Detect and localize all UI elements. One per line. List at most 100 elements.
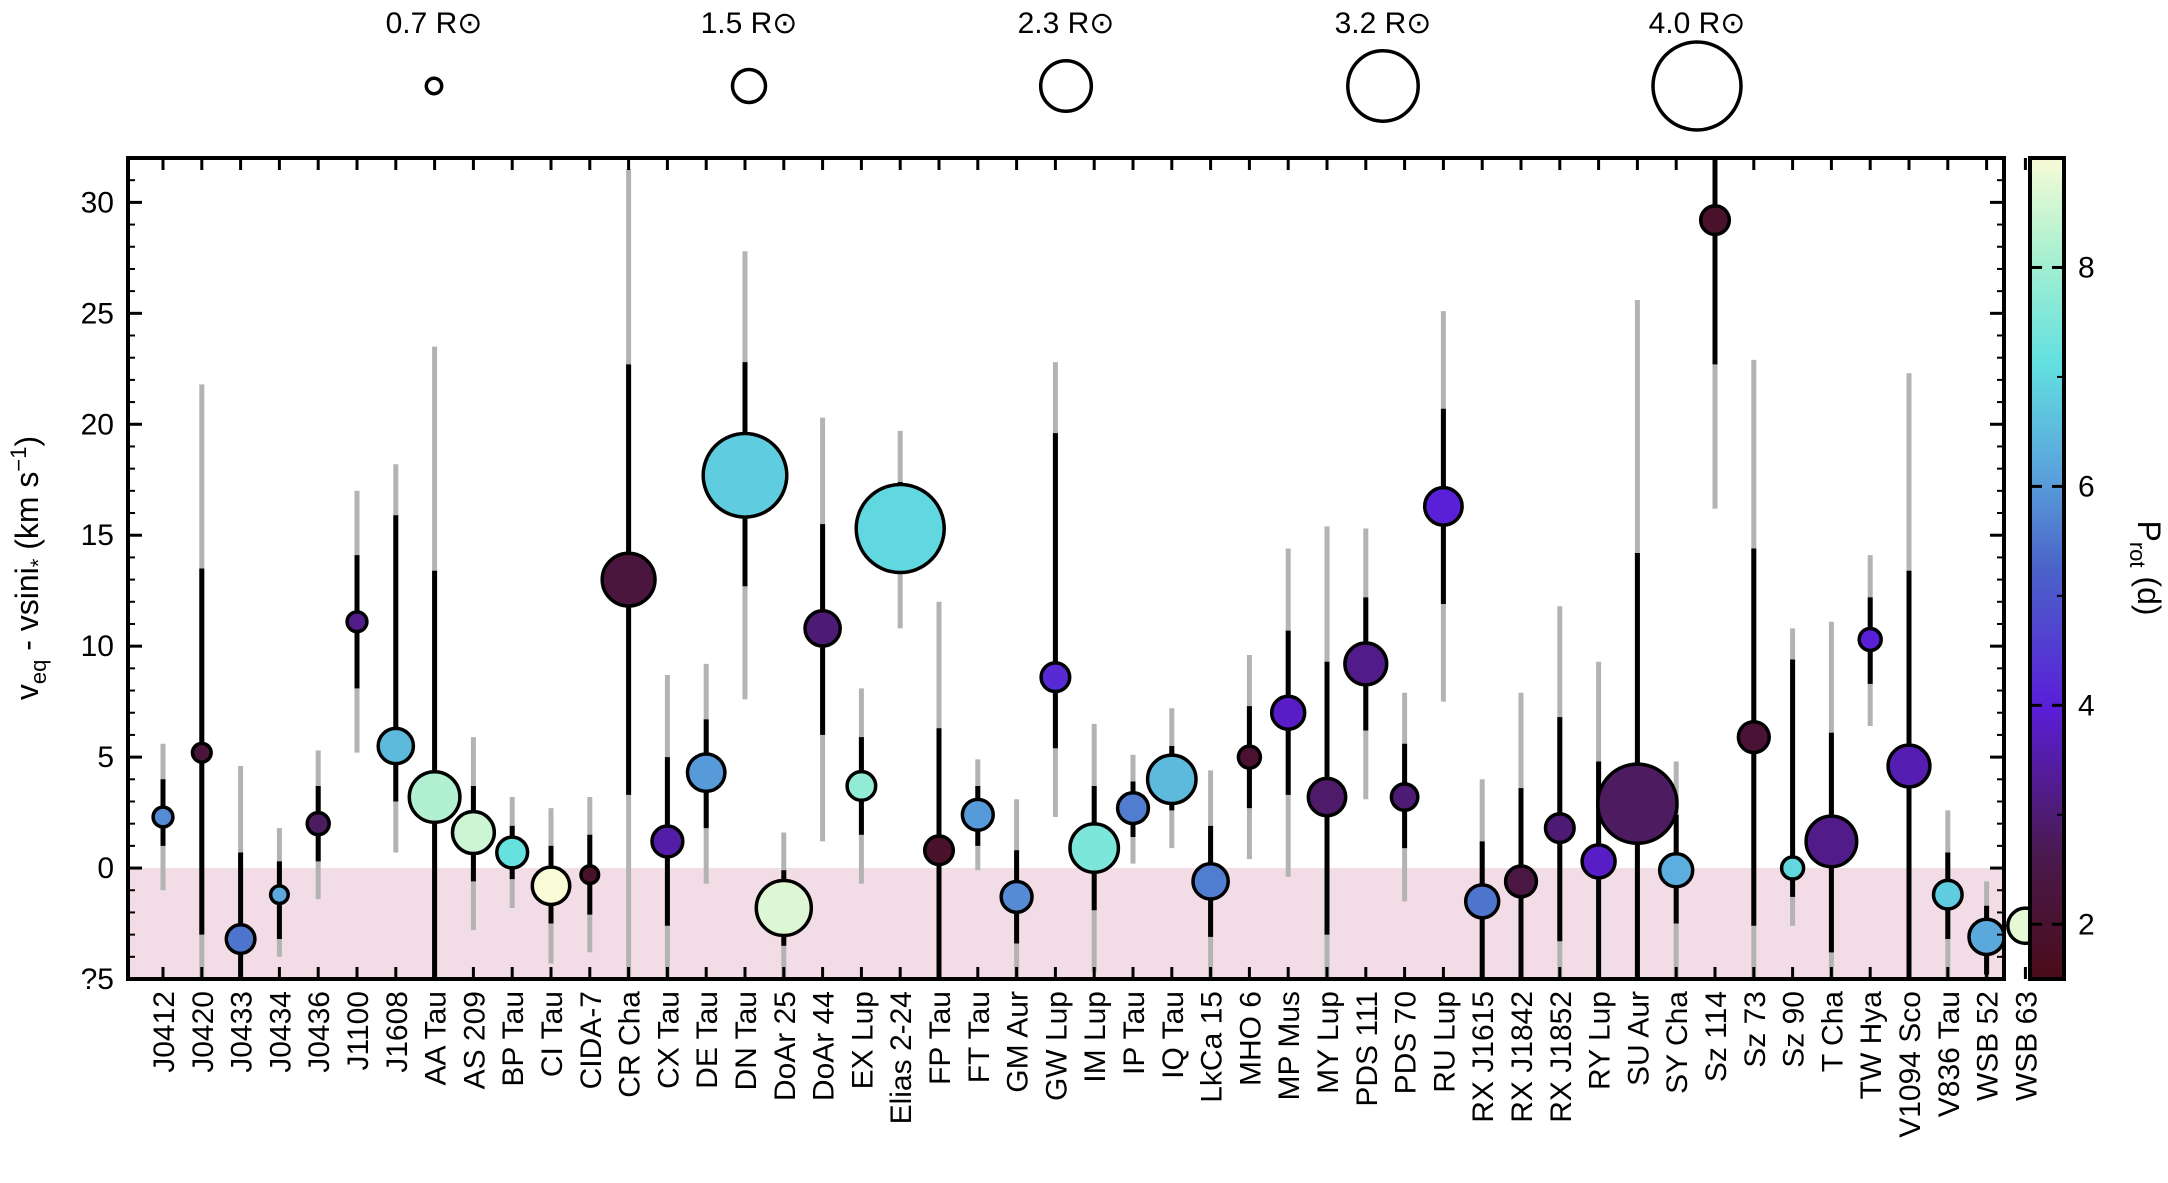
data-point bbox=[1343, 641, 1389, 687]
colorbar: 2 4 6 8 Prot (d) bbox=[2028, 156, 2167, 981]
colorbar-tick-label: 8 bbox=[2078, 251, 2095, 284]
data-point bbox=[1389, 782, 1420, 812]
data-point bbox=[1269, 694, 1307, 731]
data-point bbox=[754, 878, 814, 938]
x-tick-label: J0420 bbox=[187, 991, 220, 1073]
x-tick-label: Sz 90 bbox=[1778, 991, 1811, 1068]
size-legend-marker bbox=[730, 67, 768, 105]
y-tick-label: 15 bbox=[81, 519, 114, 552]
x-tick-label: J1608 bbox=[381, 991, 414, 1073]
data-point bbox=[1698, 204, 1732, 237]
data-point bbox=[345, 610, 369, 634]
data-point bbox=[1039, 661, 1072, 694]
y-axis: ?5 0 5 10 15 20 25 30 bbox=[81, 157, 2004, 996]
data-point bbox=[1967, 917, 2006, 957]
plot-frame bbox=[126, 156, 2006, 981]
x-tick-label: RX J1852 bbox=[1545, 991, 1578, 1123]
x-tick-label: CI Tau bbox=[536, 991, 569, 1077]
x-tick-label: MP Mus bbox=[1273, 991, 1306, 1100]
data-point bbox=[1857, 626, 1883, 653]
x-tick-label: MY Lup bbox=[1312, 991, 1345, 1094]
data-point bbox=[922, 834, 956, 867]
y-tick-label: ?5 bbox=[81, 963, 114, 996]
data-point bbox=[1236, 744, 1263, 770]
x-tick-label: J1100 bbox=[342, 991, 375, 1071]
data-point bbox=[845, 769, 878, 803]
x-tick-label: IP Tau bbox=[1118, 991, 1151, 1075]
size-legend-marker bbox=[1346, 49, 1420, 123]
data-point bbox=[1115, 790, 1151, 826]
x-tick-label: IM Lup bbox=[1079, 991, 1112, 1083]
data-point bbox=[450, 809, 497, 856]
data-point bbox=[1931, 878, 1964, 911]
size-legend-label: 2.3 R⊙ bbox=[1018, 7, 1115, 40]
x-tick-label: J0434 bbox=[264, 991, 297, 1073]
data-points bbox=[151, 204, 2045, 957]
data-point bbox=[1503, 864, 1539, 899]
size-legend-label: 0.7 R⊙ bbox=[386, 7, 483, 40]
x-tick-label: LkCa 15 bbox=[1196, 991, 1229, 1103]
data-point bbox=[600, 551, 657, 608]
y-tick-label: 20 bbox=[81, 408, 114, 441]
x-tick-label: DoAr 25 bbox=[769, 991, 802, 1101]
x-tick-label: T Cha bbox=[1816, 991, 1849, 1072]
x-tick-label: Elias 2-24 bbox=[885, 991, 918, 1124]
x-tick-label: AS 209 bbox=[458, 991, 491, 1089]
data-point bbox=[268, 884, 290, 906]
x-tick-label: EX Lup bbox=[846, 991, 879, 1089]
x-tick-label: Sz 114 bbox=[1700, 991, 1733, 1082]
data-point bbox=[960, 797, 995, 832]
x-tick-label: WSB 52 bbox=[1972, 991, 2005, 1101]
x-tick-label: Sz 73 bbox=[1739, 991, 1772, 1068]
data-point bbox=[1596, 762, 1679, 846]
size-legend-label: 1.5 R⊙ bbox=[701, 7, 798, 40]
size-legend-marker bbox=[424, 76, 444, 96]
data-point bbox=[1543, 812, 1576, 845]
x-tick-label: WSB 63 bbox=[2010, 991, 2043, 1101]
y-tick-label: 10 bbox=[81, 630, 114, 663]
x-tick-label: PDS 111 bbox=[1351, 991, 1384, 1107]
x-tick-label: DN Tau bbox=[730, 991, 763, 1091]
x-tick-label: IQ Tau bbox=[1157, 991, 1190, 1079]
x-tick-label: SU Aur bbox=[1622, 991, 1655, 1086]
data-point bbox=[1886, 743, 1932, 789]
y-axis-title: veq - vsini* (km s−1) bbox=[6, 436, 51, 700]
x-tick-label: V836 Tau bbox=[1933, 991, 1966, 1117]
y-tick-label: 5 bbox=[97, 741, 114, 774]
x-tick-label: BP Tau bbox=[497, 991, 530, 1087]
colorbar-ticks: 2 4 6 8 bbox=[2030, 157, 2095, 941]
x-tick-label: CR Cha bbox=[614, 991, 647, 1098]
data-point bbox=[1145, 753, 1198, 806]
size-legend-marker bbox=[1651, 40, 1743, 132]
x-tick-label: RY Lup bbox=[1584, 991, 1617, 1090]
x-tick-label: J0436 bbox=[303, 991, 336, 1073]
colorbar-tick-label: 2 bbox=[2078, 908, 2095, 941]
colorbar-title: Prot (d) bbox=[2125, 520, 2167, 615]
x-tick-label: RU Lup bbox=[1428, 991, 1461, 1093]
x-tick-label: MHO 6 bbox=[1234, 991, 1267, 1086]
data-point bbox=[305, 810, 331, 837]
x-tick-label: J0412 bbox=[148, 991, 181, 1073]
x-tick-label: GM Aur bbox=[1002, 991, 1035, 1093]
x-tick-label: CX Tau bbox=[652, 991, 685, 1089]
data-point bbox=[1580, 843, 1617, 880]
x-tick-label: SY Cha bbox=[1661, 991, 1694, 1094]
data-point bbox=[1779, 855, 1806, 881]
data-point bbox=[685, 752, 727, 794]
x-tick-label: RX J1615 bbox=[1467, 991, 1500, 1123]
x-tick-label: TW Hya bbox=[1855, 991, 1888, 1100]
data-point bbox=[579, 864, 601, 886]
y-tick-label: 0 bbox=[97, 852, 114, 885]
data-point bbox=[1068, 822, 1121, 875]
x-tick-label: AA Tau bbox=[420, 991, 453, 1086]
data-point bbox=[803, 609, 842, 648]
size-legend-marker bbox=[1038, 58, 1094, 114]
data-point bbox=[224, 923, 257, 956]
x-tick-label: DoAr 44 bbox=[808, 991, 841, 1101]
data-point bbox=[1736, 719, 1771, 755]
x-tick-label: GW Lup bbox=[1040, 991, 1073, 1101]
x-axis: J0412 J0420 J0433 J0434 J0436 J1100 J1608 AA Ta… bbox=[148, 158, 2043, 1138]
data-point bbox=[1191, 862, 1230, 901]
colorbar-tick-label: 4 bbox=[2078, 689, 2095, 722]
